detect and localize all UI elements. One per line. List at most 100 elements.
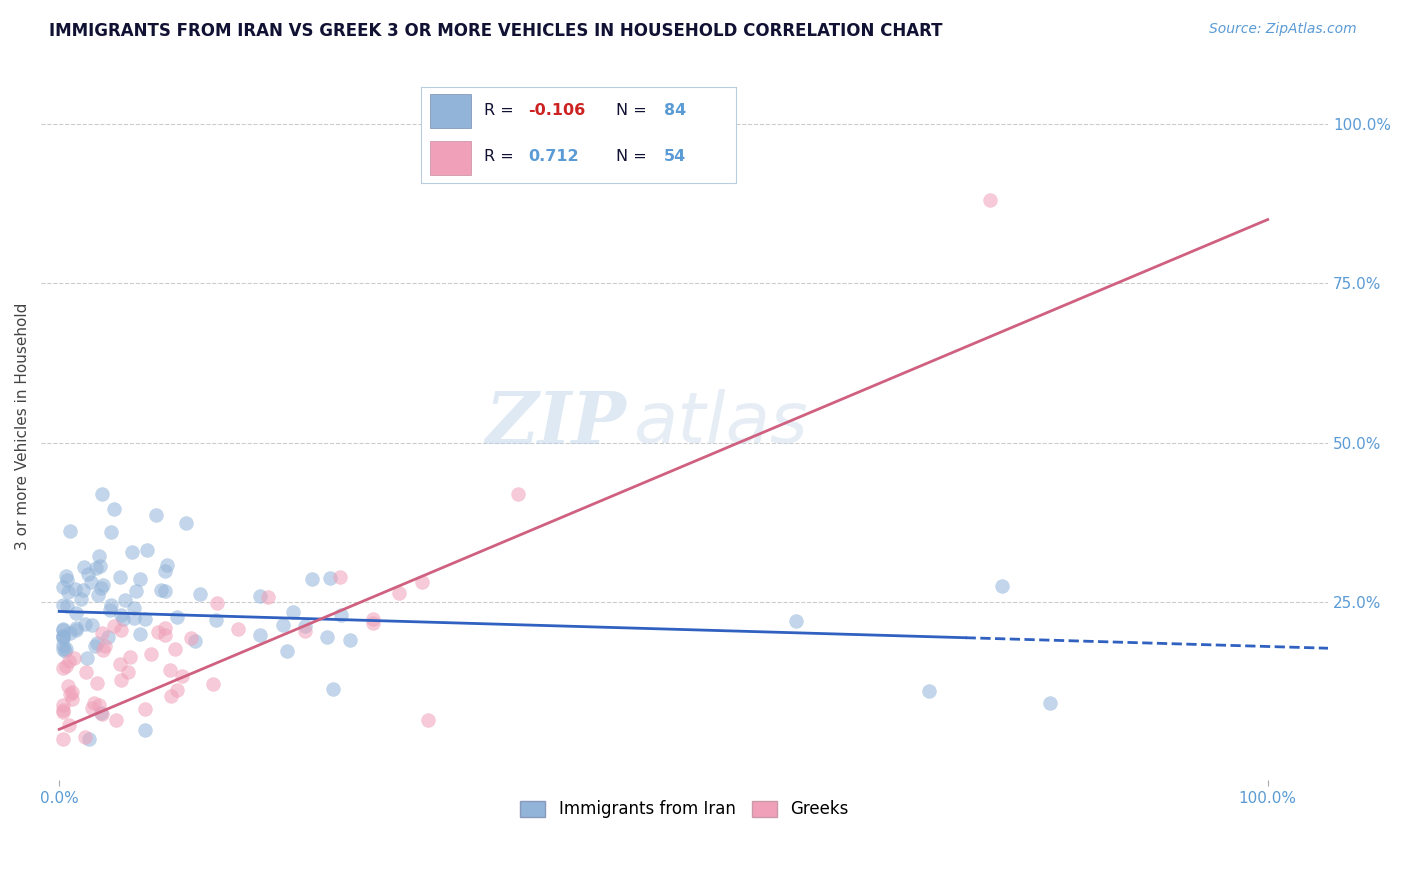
Point — [121, 544, 143, 558]
Point — [204, 613, 226, 627]
Point — [991, 579, 1014, 593]
Point — [114, 593, 136, 607]
Point — [55, 659, 77, 673]
Y-axis label: 3 or more Vehicles in Household: 3 or more Vehicles in Household — [15, 303, 30, 550]
Point — [56, 585, 79, 599]
Point — [97, 630, 120, 644]
Point — [1039, 696, 1062, 710]
Point — [125, 583, 148, 598]
Point — [82, 701, 104, 715]
Point — [90, 486, 112, 500]
Point — [90, 581, 112, 595]
Point — [271, 618, 294, 632]
Point — [58, 718, 80, 732]
Point — [87, 589, 110, 603]
Point — [53, 644, 76, 658]
Point — [52, 705, 75, 719]
Point — [979, 194, 1001, 208]
Point — [110, 623, 132, 637]
Point — [249, 589, 271, 603]
Point — [166, 610, 188, 624]
Point — [156, 558, 179, 572]
Point — [294, 619, 316, 633]
Point — [55, 568, 77, 582]
Point — [361, 611, 384, 625]
Point — [128, 627, 150, 641]
Point — [69, 591, 91, 606]
Point — [103, 619, 125, 633]
Point — [339, 632, 361, 647]
Point — [205, 596, 228, 610]
Point — [110, 608, 132, 623]
Point — [301, 572, 323, 586]
Point — [146, 624, 169, 639]
Point — [110, 570, 132, 584]
Point — [159, 663, 181, 677]
Point — [60, 684, 83, 698]
Point — [89, 559, 111, 574]
Point — [75, 665, 97, 680]
Point — [330, 607, 353, 622]
Point — [80, 574, 103, 589]
Point — [134, 612, 156, 626]
Point — [55, 573, 77, 587]
Point — [785, 614, 807, 628]
Point — [76, 651, 98, 665]
Point — [52, 661, 75, 675]
Point — [149, 582, 172, 597]
Point — [52, 703, 75, 717]
Point — [87, 549, 110, 563]
Text: IMMIGRANTS FROM IRAN VS GREEK 3 OR MORE VEHICLES IN HOUSEHOLD CORRELATION CHART: IMMIGRANTS FROM IRAN VS GREEK 3 OR MORE … — [49, 22, 942, 40]
Point — [73, 730, 96, 744]
Point — [128, 572, 150, 586]
Point — [145, 508, 167, 523]
Point — [63, 651, 86, 665]
Point — [83, 696, 105, 710]
Point — [249, 628, 271, 642]
Point — [52, 623, 75, 637]
Point — [52, 731, 75, 746]
Point — [91, 707, 114, 722]
Point — [52, 622, 75, 636]
Point — [153, 565, 176, 579]
Point — [281, 605, 304, 619]
Point — [322, 681, 344, 696]
Point — [105, 713, 128, 727]
Point — [155, 621, 177, 635]
Point — [58, 626, 80, 640]
Point — [72, 559, 94, 574]
Point — [83, 640, 105, 654]
Point — [124, 601, 146, 615]
Point — [201, 677, 224, 691]
Point — [363, 615, 385, 630]
Point — [188, 587, 211, 601]
Text: Source: ZipAtlas.com: Source: ZipAtlas.com — [1209, 22, 1357, 37]
Point — [112, 612, 135, 626]
Point — [416, 713, 439, 727]
Point — [58, 654, 80, 668]
Text: ZIP: ZIP — [486, 388, 627, 458]
Point — [76, 566, 98, 581]
Point — [316, 630, 339, 644]
Point — [918, 683, 941, 698]
Point — [139, 647, 162, 661]
Point — [508, 486, 530, 500]
Point — [84, 560, 107, 574]
Point — [98, 603, 121, 617]
Point — [388, 586, 411, 600]
Point — [118, 649, 141, 664]
Point — [87, 698, 110, 712]
Point — [86, 675, 108, 690]
Point — [60, 692, 83, 706]
Point — [65, 623, 87, 637]
Point — [257, 590, 280, 604]
Point — [183, 634, 205, 648]
Point — [117, 665, 139, 679]
Point — [226, 623, 249, 637]
Point — [319, 571, 342, 585]
Point — [86, 636, 108, 650]
Point — [100, 524, 122, 539]
Point — [160, 689, 183, 703]
Text: atlas: atlas — [633, 389, 808, 458]
Point — [59, 687, 82, 701]
